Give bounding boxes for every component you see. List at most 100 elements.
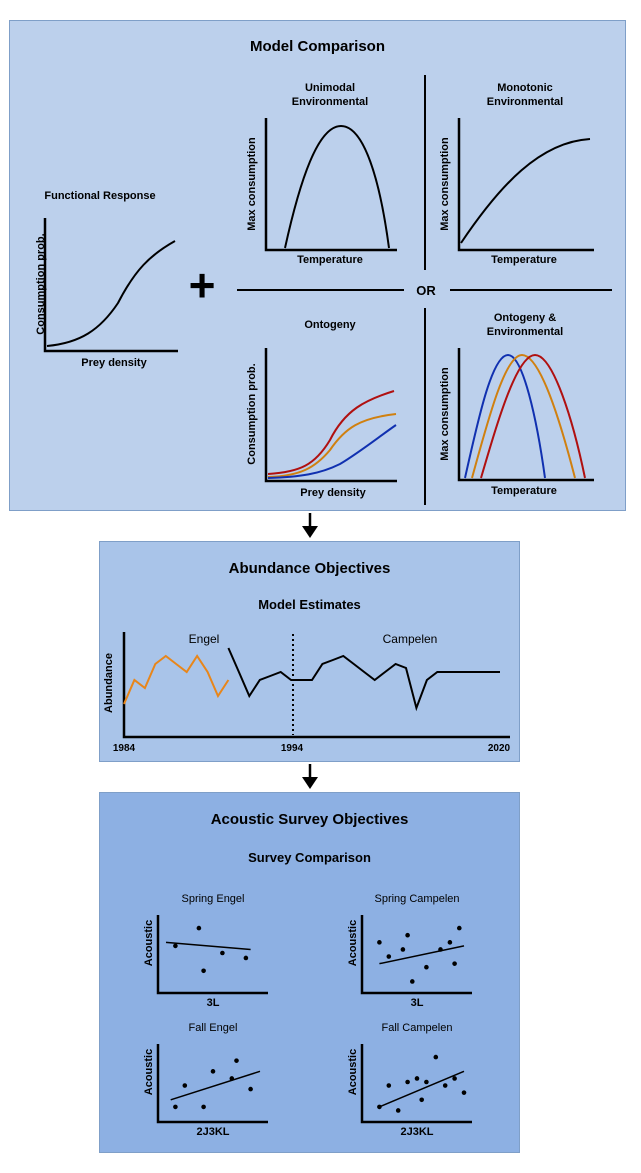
monotonic-xlabel: Temperature xyxy=(491,254,557,266)
fall-campelen-title: Fall Campelen xyxy=(381,1022,453,1034)
fall-engel-point xyxy=(248,1086,253,1092)
ontogeny-red-curve xyxy=(267,390,395,475)
campelen-abundance-line xyxy=(227,647,500,712)
spring-engel-point xyxy=(243,955,249,961)
acoustic-title: Acoustic Survey Objectives xyxy=(210,811,409,828)
abundance-title: Abundance Objectives xyxy=(228,560,391,577)
spring-campelen-point xyxy=(405,932,410,938)
fall-campelen-xlabel: 2J3KL xyxy=(400,1126,434,1138)
functional-response-curve xyxy=(46,240,176,347)
model-comparison-title: Model Comparison xyxy=(249,38,385,55)
spring-engel-point xyxy=(201,968,206,974)
acoustic-subtitle: Survey Comparison xyxy=(248,850,371,865)
spring-campelen-point xyxy=(386,954,392,959)
unimodal-title-line2: Environmental xyxy=(291,96,369,108)
ontogeny-env-axes xyxy=(457,348,594,482)
fall-campelen-point xyxy=(395,1108,401,1113)
fall-campelen-point xyxy=(424,1079,429,1085)
spring-engel-title: Spring Engel xyxy=(181,893,245,905)
ontogeny-env-orange-curve xyxy=(471,353,576,479)
fall-engel-point xyxy=(173,1104,178,1110)
ontogeny-blue-curve xyxy=(267,424,397,479)
spring-campelen-point xyxy=(400,947,406,952)
spring-engel-xlabel: 3L xyxy=(206,997,220,1009)
unimodal-xlabel: Temperature xyxy=(297,254,363,266)
unimodal-curve xyxy=(284,124,390,249)
fall-campelen-point xyxy=(414,1076,420,1081)
campelen-series-label: Campelen xyxy=(382,632,438,646)
ontogeny-env-blue-curve xyxy=(464,353,546,479)
spring-campelen-title: Spring Campelen xyxy=(374,893,460,905)
spring-engel-point xyxy=(173,943,178,949)
ontogeny-orange-curve xyxy=(267,413,397,478)
x-tick-1984: 1984 xyxy=(112,743,136,754)
fall-campelen-point xyxy=(377,1104,382,1110)
fall-engel-title: Fall Engel xyxy=(188,1022,238,1034)
ontogeny-title: Ontogeny xyxy=(304,319,356,331)
fall-engel-axes xyxy=(156,1044,268,1124)
fall-campelen-trend-line xyxy=(379,1070,465,1108)
fall-campelen-point xyxy=(452,1076,457,1081)
unimodal-title-line1: Unimodal xyxy=(304,82,356,94)
fall-engel-xlabel: 2J3KL xyxy=(196,1126,230,1138)
engel-abundance-line xyxy=(123,654,230,705)
spring-campelen-point xyxy=(447,940,453,945)
abundance-axes xyxy=(122,632,510,739)
spring-campelen-point xyxy=(410,979,415,984)
fall-campelen-point xyxy=(461,1090,467,1095)
functional-response-axes xyxy=(43,218,178,353)
spring-engel-point xyxy=(220,950,225,956)
spring-campelen-point xyxy=(457,925,462,931)
ontogeny-axes xyxy=(264,348,397,483)
fall-campelen-axes xyxy=(360,1044,472,1124)
model-comparison-panel xyxy=(9,20,626,511)
fall-campelen-point xyxy=(386,1083,392,1088)
spring-campelen-point xyxy=(452,961,457,966)
functional-response-title: Functional Response xyxy=(44,190,156,202)
fall-campelen-point xyxy=(405,1079,410,1085)
spring-engel-trend-line xyxy=(165,941,251,951)
ontogeny-xlabel: Prey density xyxy=(300,487,366,499)
spring-campelen-point xyxy=(424,964,429,970)
or-label: OR xyxy=(416,283,436,298)
functional-response-xlabel: Prey density xyxy=(81,357,147,369)
abundance-panel xyxy=(99,541,520,762)
acoustic-panel xyxy=(99,792,520,1153)
fall-engel-point xyxy=(210,1069,216,1074)
spring-campelen-axes xyxy=(360,915,472,995)
ontogeny-env-red-curve xyxy=(480,353,586,479)
engel-series-label: Engel xyxy=(188,632,220,646)
x-tick-1994: 1994 xyxy=(280,743,304,754)
fall-engel-point xyxy=(182,1083,188,1088)
x-tick-2020: 2020 xyxy=(487,743,511,754)
abundance-subtitle: Model Estimates xyxy=(258,597,361,612)
ontogeny-env-title-line1: Ontogeny & xyxy=(493,312,557,324)
spring-campelen-trend-line xyxy=(379,945,465,965)
monotonic-curve xyxy=(460,138,591,244)
plus-symbol: + xyxy=(188,259,216,311)
ontogeny-env-xlabel: Temperature xyxy=(491,485,557,497)
monotonic-axes xyxy=(457,118,594,252)
monotonic-title-line2: Environmental xyxy=(486,96,564,108)
ontogeny-env-title-line2: Environmental xyxy=(486,326,564,338)
fall-campelen-point xyxy=(442,1083,448,1088)
fall-campelen-point xyxy=(419,1097,425,1103)
spring-engel-axes xyxy=(156,915,268,995)
fall-campelen-point xyxy=(433,1054,439,1060)
spring-engel-point xyxy=(196,925,202,931)
spring-campelen-point xyxy=(438,947,443,952)
unimodal-axes xyxy=(264,118,397,252)
fall-engel-trend-line xyxy=(170,1070,261,1101)
spring-campelen-point xyxy=(377,940,382,945)
fall-engel-point xyxy=(234,1058,239,1063)
fall-engel-point xyxy=(201,1104,206,1110)
fall-engel-point xyxy=(229,1076,235,1081)
